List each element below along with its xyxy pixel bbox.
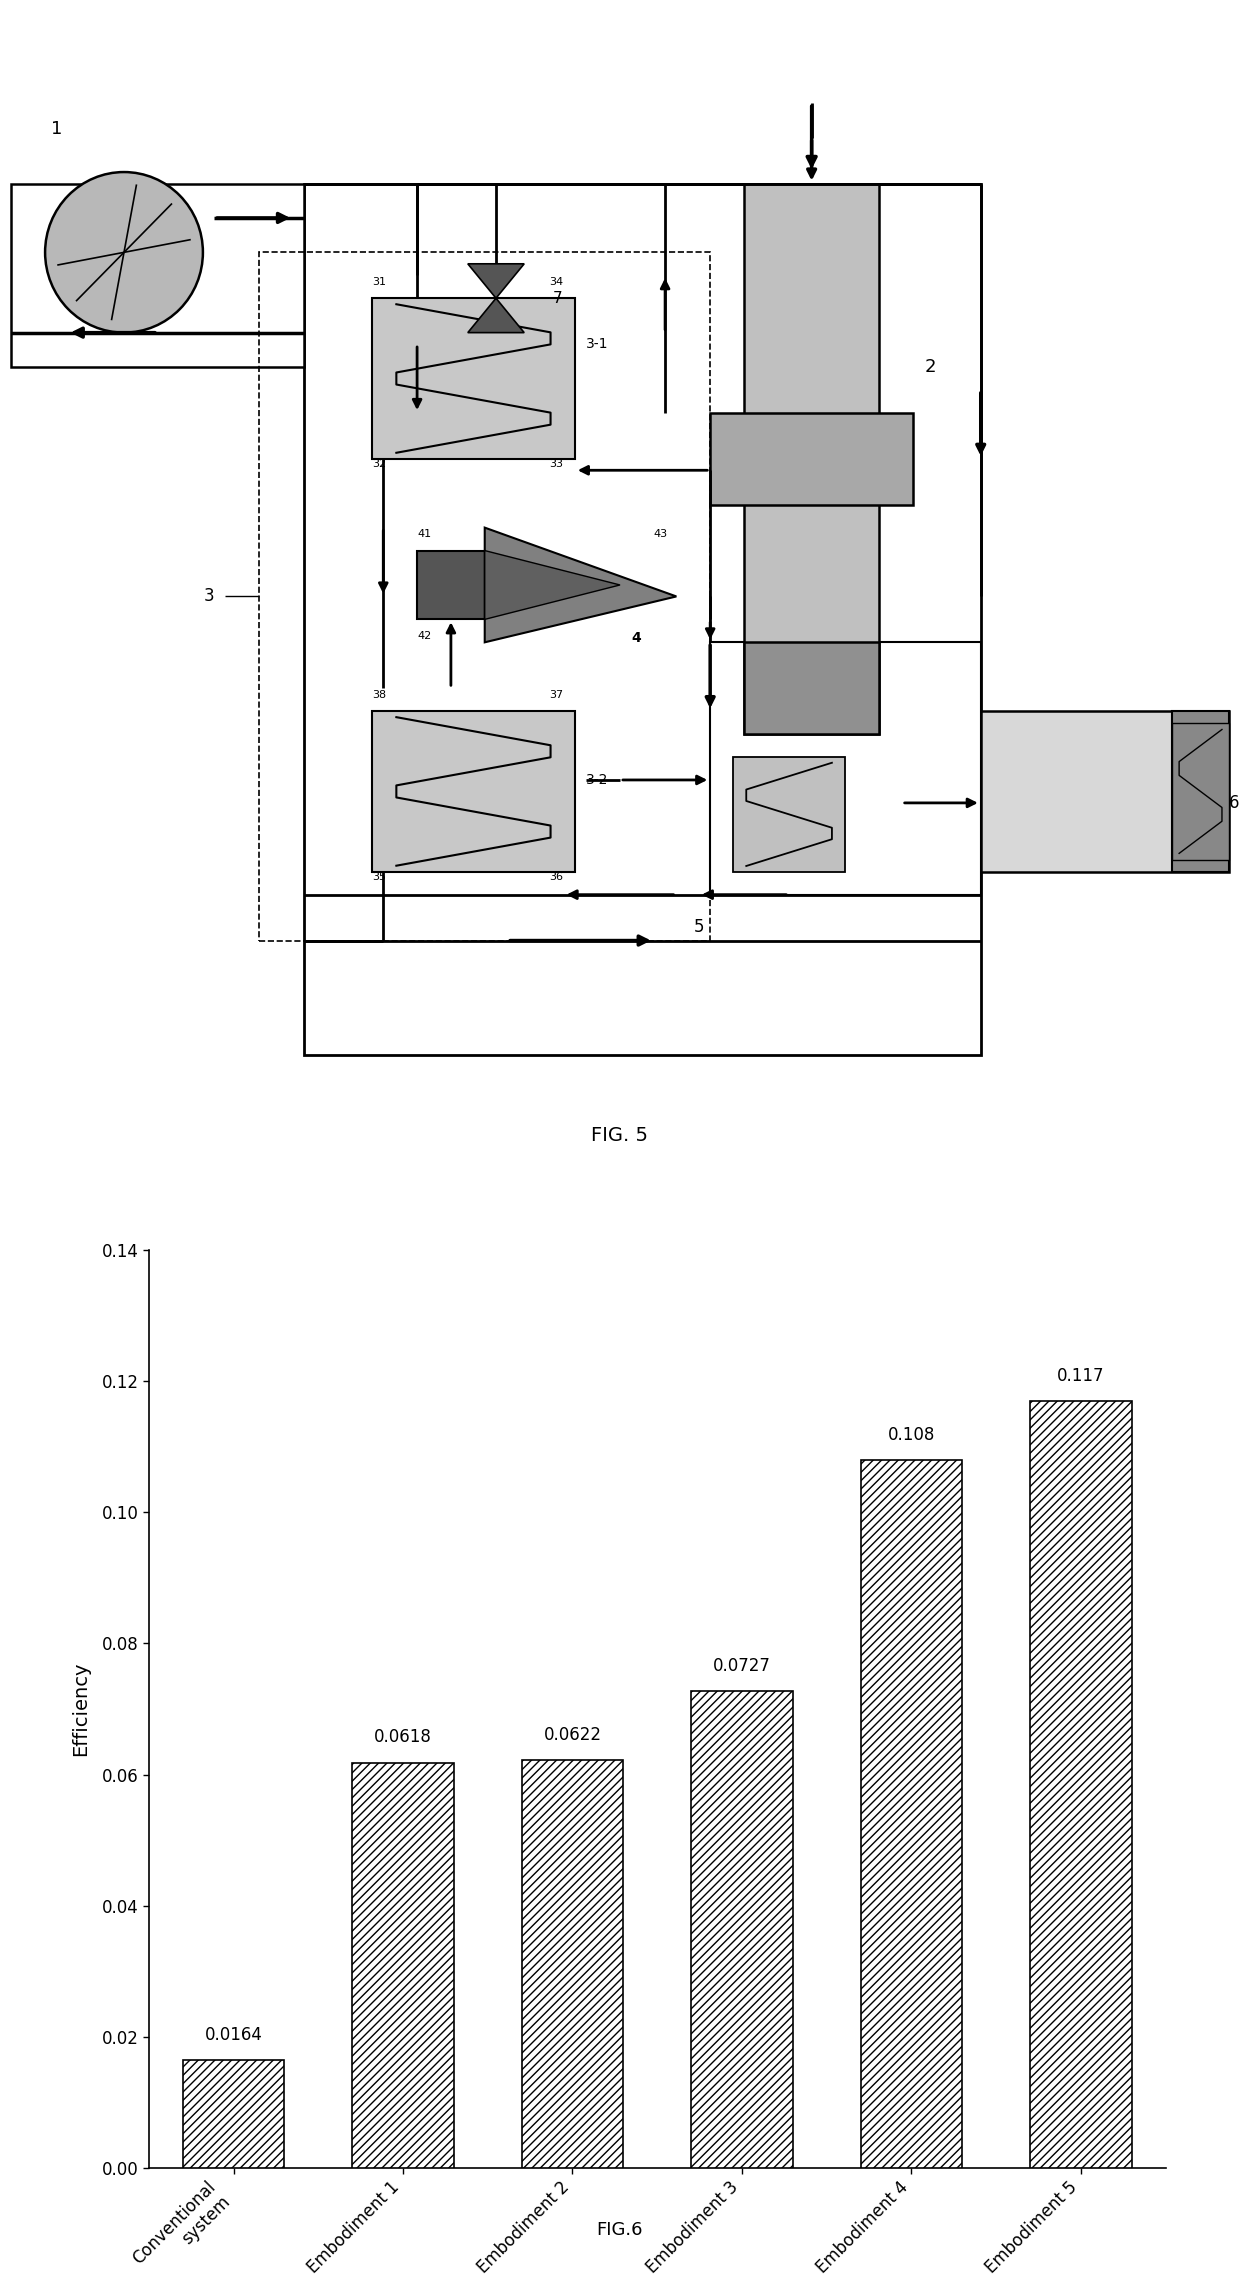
Bar	[352, 1762, 454, 2168]
Text: 35: 35	[372, 872, 386, 881]
Bar	[259, 252, 711, 941]
Text: 41: 41	[417, 530, 432, 539]
Text: 38: 38	[372, 690, 386, 700]
Text: 0.108: 0.108	[888, 1425, 935, 1443]
Bar	[522, 1759, 624, 2168]
Bar	[711, 642, 981, 895]
Text: 33: 33	[549, 459, 564, 468]
Polygon shape	[467, 264, 525, 333]
Polygon shape	[485, 551, 620, 619]
Bar	[711, 413, 913, 505]
Text: 0.0622: 0.0622	[543, 1725, 601, 1743]
Text: 6: 6	[1229, 794, 1239, 812]
Bar	[182, 2060, 284, 2168]
Text: FIG. 5: FIG. 5	[591, 1126, 649, 1145]
Bar	[861, 1459, 962, 2168]
Bar	[304, 184, 981, 1055]
Y-axis label: Efficiency: Efficiency	[71, 1661, 91, 1757]
Text: 32: 32	[372, 459, 386, 468]
Text: 1: 1	[51, 119, 62, 138]
Text: 2: 2	[924, 358, 936, 376]
Bar	[417, 551, 485, 619]
Text: 31: 31	[372, 278, 386, 287]
Bar	[1172, 711, 1229, 872]
Bar	[372, 298, 575, 459]
Text: 36: 36	[549, 872, 564, 881]
Polygon shape	[485, 528, 676, 642]
Text: 34: 34	[549, 278, 564, 287]
Text: 0.0727: 0.0727	[713, 1656, 771, 1675]
Text: 42: 42	[417, 631, 432, 640]
Text: 4: 4	[631, 631, 641, 645]
Text: FIG.6: FIG.6	[596, 2221, 644, 2239]
Bar	[372, 711, 575, 872]
Bar	[744, 642, 879, 734]
Bar	[1172, 723, 1229, 860]
Bar	[691, 1691, 792, 2168]
Text: 3-1: 3-1	[587, 337, 609, 351]
Text: 0.0164: 0.0164	[205, 2026, 263, 2044]
Text: 0.117: 0.117	[1058, 1367, 1105, 1386]
Bar	[981, 711, 1229, 872]
Text: 7: 7	[552, 291, 562, 305]
Text: 5: 5	[693, 918, 704, 936]
Text: 3-2: 3-2	[587, 773, 609, 787]
Text: 43: 43	[653, 530, 668, 539]
Text: 37: 37	[549, 690, 564, 700]
Bar	[11, 184, 304, 367]
Bar	[744, 184, 879, 734]
Text: 3: 3	[203, 587, 215, 606]
Circle shape	[45, 172, 203, 333]
Text: 0.0618: 0.0618	[374, 1727, 432, 1746]
Bar	[733, 757, 846, 872]
Bar	[1030, 1402, 1132, 2168]
